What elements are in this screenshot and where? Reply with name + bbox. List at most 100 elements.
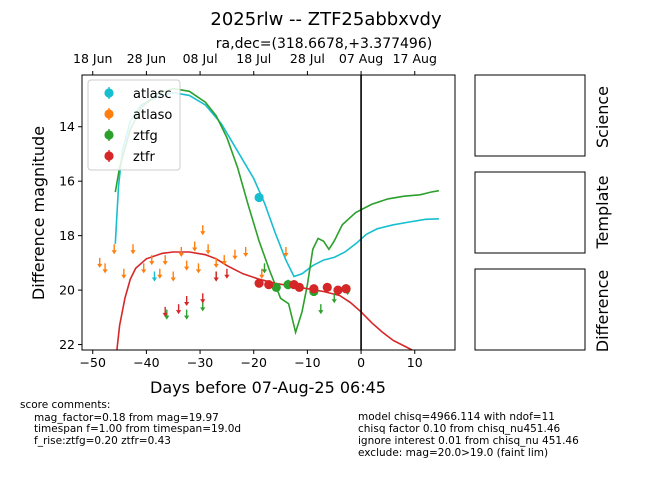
legend-box bbox=[87, 79, 181, 171]
upper-limit-ztfg bbox=[331, 293, 337, 304]
upper-limit-ztfr bbox=[213, 271, 219, 282]
point-marker bbox=[271, 282, 281, 292]
chart-title: 2025rlw -- ZTF25abbxvdy bbox=[210, 9, 442, 30]
limit-arrowhead bbox=[224, 274, 230, 279]
legend-label: atlaso bbox=[133, 108, 172, 123]
legend-label: ztfr bbox=[133, 150, 155, 165]
upper-limit-ztfr bbox=[184, 295, 190, 306]
x-tick-label: −20 bbox=[241, 355, 267, 370]
limit-arrowhead bbox=[162, 261, 168, 266]
legend-marker bbox=[104, 88, 114, 98]
upper-limit-ztfg bbox=[318, 304, 324, 315]
limit-arrowhead bbox=[232, 255, 238, 260]
comment-line: timespan f=1.00 from timespan=19.0d bbox=[34, 423, 241, 435]
legend-entry-ztfg: ztfg bbox=[104, 129, 158, 144]
upper-limit-atlaso bbox=[157, 268, 163, 279]
limit-arrowhead bbox=[141, 269, 147, 274]
upper-limit-atlaso bbox=[192, 241, 198, 252]
legend-entry-ztfr: ztfr bbox=[104, 150, 155, 165]
point-ztfr bbox=[254, 278, 264, 288]
legend-marker bbox=[104, 130, 114, 140]
x-axis: −50 −40 −30 −20 −10 0 10 bbox=[80, 350, 423, 370]
point-ztfr bbox=[333, 285, 343, 295]
upper-limit-atlaso bbox=[149, 255, 155, 266]
y-tick-label: 22 bbox=[59, 337, 75, 352]
science-label: Science bbox=[593, 86, 612, 148]
limit-arrowhead bbox=[205, 250, 211, 255]
difference-panel bbox=[474, 268, 586, 351]
upper-limit-atlaso bbox=[121, 268, 127, 279]
upper-limit-atlaso bbox=[184, 260, 190, 271]
upper-limit-ztfg bbox=[184, 309, 190, 320]
limit-arrowhead bbox=[130, 250, 136, 255]
limit-arrowhead bbox=[318, 310, 324, 315]
comment-line: model chisq=4966.114 with ndof=11 bbox=[358, 411, 555, 423]
point-marker bbox=[333, 285, 343, 295]
legend-marker bbox=[104, 109, 114, 119]
comment-line: mag_factor=0.18 from mag=19.97 bbox=[34, 412, 219, 424]
point-ztfr bbox=[264, 280, 274, 290]
point-marker bbox=[341, 284, 351, 294]
limit-arrowhead bbox=[283, 252, 289, 257]
upper-limit-atlaso bbox=[97, 257, 103, 268]
x-tick-label: −40 bbox=[133, 355, 159, 370]
point-marker bbox=[322, 282, 332, 292]
limit-arrowhead bbox=[243, 252, 249, 257]
limit-arrowhead bbox=[200, 231, 206, 236]
upper-limit-atlaso bbox=[170, 271, 176, 282]
y-axis: 14 16 18 20 22 bbox=[59, 119, 82, 352]
limit-arrowhead bbox=[157, 274, 163, 279]
limit-arrowhead bbox=[184, 315, 190, 320]
limit-arrowhead bbox=[331, 299, 337, 304]
top-axis: 18 Jun 28 Jun 08 Jul 18 Jul 28 Jul 07 Aug 17 A… bbox=[73, 51, 437, 75]
model-comments: model chisq=4966.114 with ndof=11 chisq … bbox=[358, 411, 579, 459]
template-panel bbox=[474, 171, 586, 254]
point-ztfr bbox=[341, 284, 351, 294]
limit-arrowhead bbox=[111, 250, 117, 255]
top-tick-label: 07 Aug bbox=[339, 51, 383, 66]
difference-label: Difference bbox=[593, 270, 612, 352]
limit-arrowhead bbox=[184, 301, 190, 306]
upper-limit-atlaso bbox=[232, 249, 238, 260]
upper-limit-ztfg bbox=[164, 309, 170, 320]
comment-line: f_rise:ztfg=0.20 ztfr=0.43 bbox=[34, 435, 171, 447]
top-tick-label: 17 Aug bbox=[393, 51, 437, 66]
legend-entry-atlasc: atlasc bbox=[104, 87, 172, 102]
limit-arrowhead bbox=[170, 277, 176, 282]
limit-arrowhead bbox=[184, 266, 190, 271]
limit-arrowhead bbox=[192, 247, 198, 252]
legend-label: atlasc bbox=[133, 87, 172, 102]
top-tick-label: 18 Jul bbox=[236, 51, 271, 66]
limit-arrowhead bbox=[213, 263, 219, 268]
upper-limit-atlaso bbox=[162, 255, 168, 266]
limit-arrowhead bbox=[162, 312, 168, 317]
legend-marker bbox=[104, 151, 114, 161]
point-ztfr bbox=[309, 284, 319, 294]
point-marker bbox=[254, 192, 264, 203]
upper-limit-ztfg bbox=[261, 263, 268, 274]
upper-limit-atlaso bbox=[205, 244, 211, 255]
y-axis-label: Difference magnitude bbox=[29, 126, 48, 300]
upper-limit-atlaso bbox=[102, 263, 108, 274]
upper-limit-ztfr bbox=[224, 268, 230, 279]
upper-limit-atlaso bbox=[195, 263, 202, 274]
y-tick-label: 18 bbox=[59, 228, 75, 243]
point-marker bbox=[264, 280, 274, 290]
limit-arrowhead bbox=[195, 269, 202, 274]
limit-arrowhead bbox=[151, 277, 158, 282]
legend-entry-atlaso: atlaso bbox=[104, 108, 172, 123]
x-tick-label: −10 bbox=[294, 355, 320, 370]
x-tick-label: −50 bbox=[80, 355, 106, 370]
comment-line: score comments: bbox=[20, 399, 110, 411]
upper-limit-ztfr bbox=[162, 306, 168, 317]
legend: atlasc atlaso ztfg ztfr bbox=[87, 79, 181, 171]
comment-line: exclude: mag=20.0>19.0 (faint lim) bbox=[358, 447, 548, 459]
limit-arrowhead bbox=[176, 310, 182, 315]
upper-limit-atlaso bbox=[213, 257, 219, 268]
point-ztfr bbox=[322, 282, 332, 292]
limit-arrowhead bbox=[221, 261, 227, 266]
point-ztfg bbox=[271, 282, 281, 292]
limit-arrowhead bbox=[164, 315, 170, 320]
limit-arrowhead bbox=[259, 274, 265, 279]
limit-arrowhead bbox=[102, 269, 108, 274]
